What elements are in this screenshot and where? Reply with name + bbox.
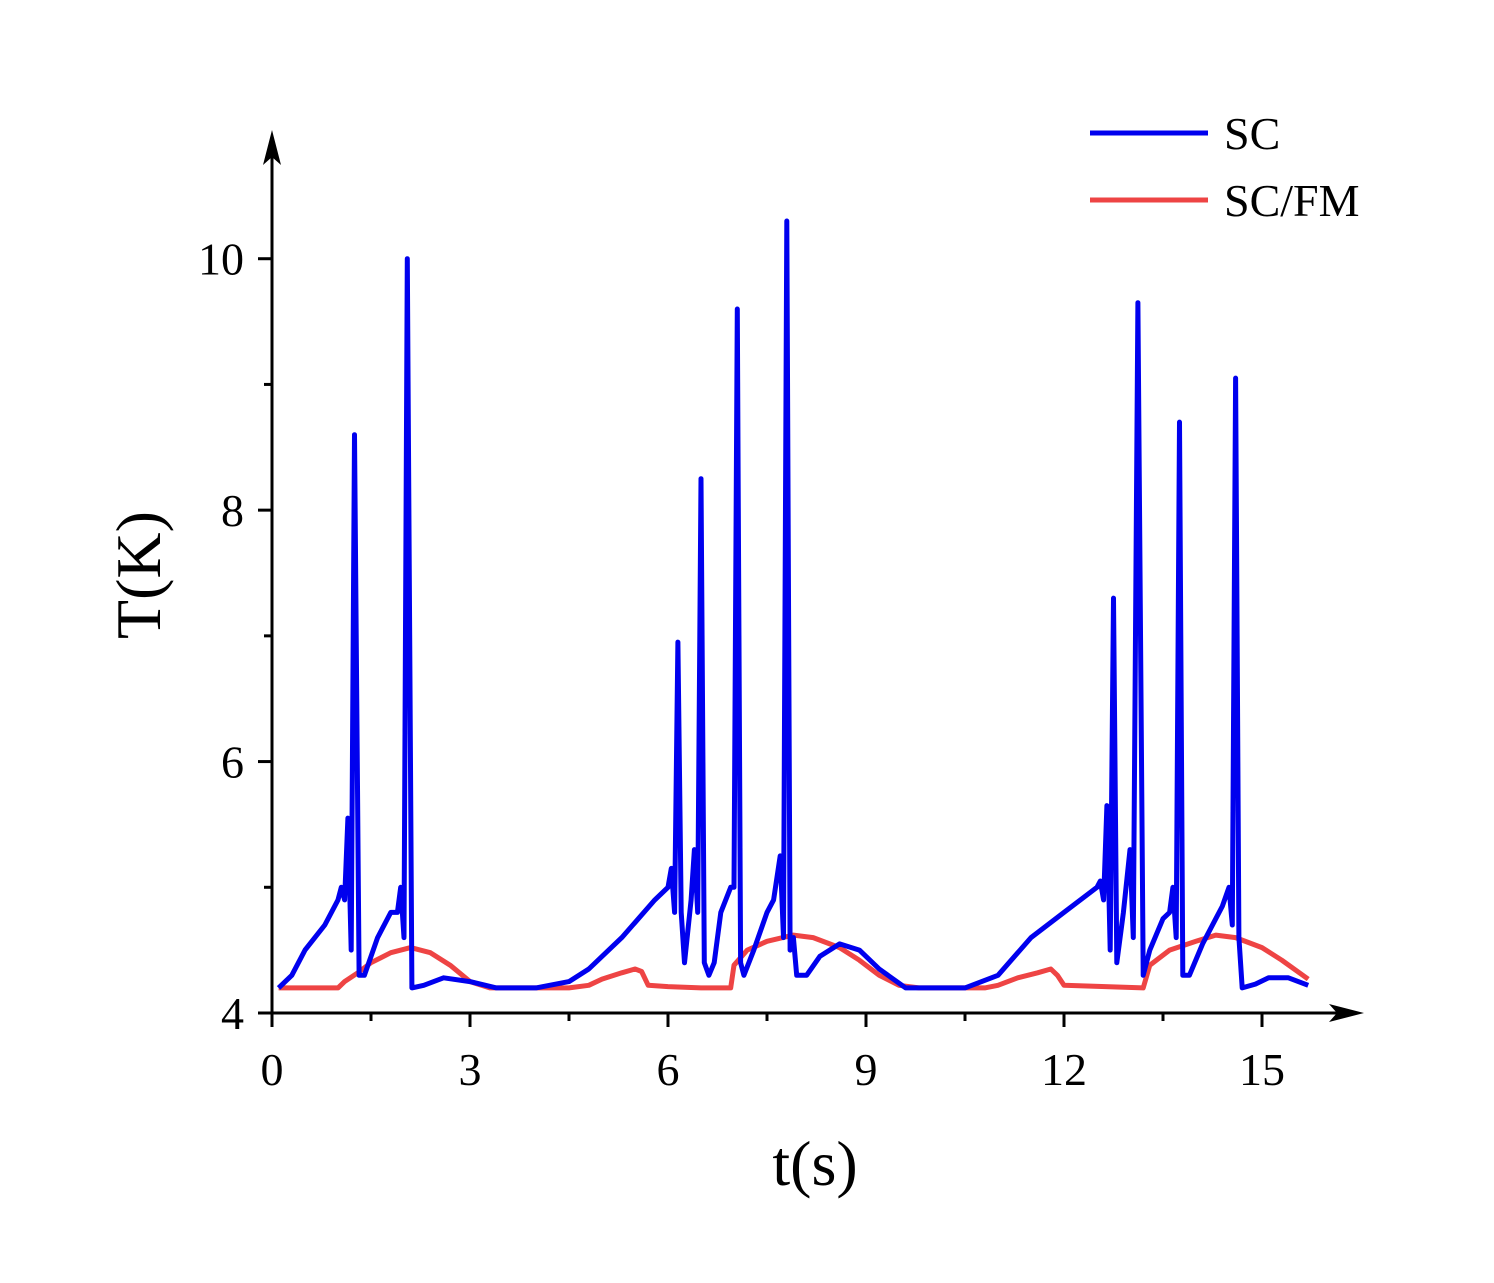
x-tick-label: 15 (1239, 1044, 1285, 1095)
legend-label: SC/FM (1224, 175, 1360, 226)
y-tick-label: 8 (221, 485, 244, 536)
data-line (276, 218, 1310, 991)
y-tick-label: 4 (221, 988, 244, 1039)
x-tick-label: 12 (1041, 1044, 1087, 1095)
x-tick-label: 9 (855, 1044, 878, 1095)
y-tick-label: 6 (221, 737, 244, 788)
legend-label: SC (1224, 108, 1280, 159)
y-axis-arrow (263, 130, 281, 165)
x-axis-arrow (1329, 1004, 1364, 1022)
y-tick-label: 10 (198, 234, 244, 285)
x-tick-label: 3 (459, 1044, 482, 1095)
x-tick-label: 0 (261, 1044, 284, 1095)
x-axis-label: t(s) (772, 1128, 857, 1199)
y-axis-label: T(K) (103, 511, 174, 639)
data-line (278, 932, 1310, 991)
x-tick-label: 6 (657, 1044, 680, 1095)
